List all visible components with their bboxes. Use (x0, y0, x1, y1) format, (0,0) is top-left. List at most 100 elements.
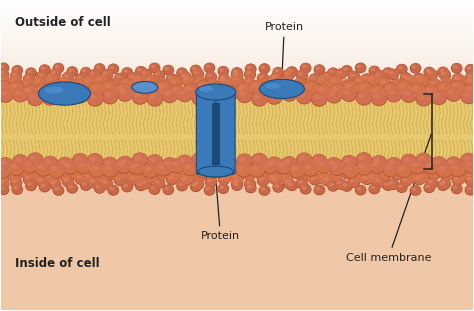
Ellipse shape (109, 187, 114, 191)
Ellipse shape (415, 153, 432, 168)
Ellipse shape (22, 159, 37, 173)
Ellipse shape (465, 64, 474, 75)
Ellipse shape (153, 178, 165, 189)
Ellipse shape (70, 167, 84, 180)
Ellipse shape (265, 86, 272, 91)
Ellipse shape (82, 75, 96, 88)
Ellipse shape (222, 159, 238, 174)
Ellipse shape (255, 168, 268, 179)
Bar (0, 37, 474, 43)
Ellipse shape (219, 73, 230, 84)
Ellipse shape (218, 170, 231, 182)
Ellipse shape (328, 181, 339, 192)
Ellipse shape (222, 85, 238, 100)
Ellipse shape (140, 178, 152, 189)
Ellipse shape (390, 167, 404, 180)
Ellipse shape (385, 86, 392, 91)
Bar (0, 60, 474, 66)
Ellipse shape (205, 72, 217, 82)
Ellipse shape (356, 81, 372, 96)
Ellipse shape (259, 185, 270, 196)
Ellipse shape (114, 175, 126, 186)
Ellipse shape (369, 85, 386, 100)
Ellipse shape (278, 88, 285, 92)
Ellipse shape (348, 177, 360, 187)
Bar (0, 19, 474, 24)
Ellipse shape (244, 179, 255, 189)
Ellipse shape (247, 185, 252, 188)
Ellipse shape (222, 157, 237, 171)
Ellipse shape (13, 88, 28, 101)
Ellipse shape (341, 87, 357, 102)
Ellipse shape (155, 161, 172, 177)
Ellipse shape (305, 77, 318, 89)
Ellipse shape (191, 65, 201, 75)
FancyBboxPatch shape (216, 90, 235, 174)
Bar (0, 47, 474, 52)
Ellipse shape (108, 185, 118, 195)
Ellipse shape (445, 87, 462, 102)
Ellipse shape (438, 67, 448, 77)
Ellipse shape (365, 74, 380, 87)
Ellipse shape (182, 84, 198, 98)
Ellipse shape (382, 180, 394, 191)
Ellipse shape (0, 178, 9, 190)
Ellipse shape (135, 180, 146, 191)
Ellipse shape (0, 84, 4, 88)
Ellipse shape (387, 179, 399, 189)
Ellipse shape (182, 161, 199, 176)
Ellipse shape (58, 169, 71, 180)
Ellipse shape (218, 73, 230, 85)
Ellipse shape (163, 185, 173, 194)
Ellipse shape (431, 156, 446, 170)
Ellipse shape (374, 70, 386, 81)
Ellipse shape (236, 88, 253, 103)
Ellipse shape (262, 83, 279, 98)
Ellipse shape (283, 159, 291, 164)
Ellipse shape (49, 80, 64, 94)
Ellipse shape (230, 74, 244, 87)
Ellipse shape (465, 76, 474, 88)
Ellipse shape (88, 82, 105, 97)
Ellipse shape (380, 80, 386, 84)
Ellipse shape (466, 187, 471, 190)
Bar (0, 135, 474, 140)
Ellipse shape (149, 63, 160, 72)
Ellipse shape (108, 63, 119, 74)
Ellipse shape (102, 80, 118, 94)
Ellipse shape (438, 166, 446, 171)
Ellipse shape (38, 73, 43, 77)
Ellipse shape (46, 172, 58, 184)
Ellipse shape (145, 84, 151, 89)
Ellipse shape (131, 74, 146, 87)
Ellipse shape (285, 180, 290, 184)
Ellipse shape (426, 177, 438, 189)
Ellipse shape (219, 68, 224, 72)
Ellipse shape (121, 182, 133, 193)
Ellipse shape (276, 160, 292, 174)
Ellipse shape (23, 74, 35, 84)
Ellipse shape (269, 174, 275, 178)
Ellipse shape (355, 63, 366, 73)
Ellipse shape (21, 167, 34, 179)
Ellipse shape (368, 66, 380, 76)
Ellipse shape (369, 184, 380, 194)
Ellipse shape (218, 66, 228, 76)
Ellipse shape (290, 81, 305, 95)
Ellipse shape (261, 65, 265, 69)
Ellipse shape (107, 78, 121, 91)
Ellipse shape (88, 153, 103, 167)
Ellipse shape (12, 87, 29, 103)
Ellipse shape (142, 71, 147, 75)
Ellipse shape (27, 70, 32, 73)
Bar (0, 70, 474, 75)
Ellipse shape (204, 63, 215, 73)
Ellipse shape (451, 183, 463, 194)
Ellipse shape (116, 84, 131, 97)
Ellipse shape (15, 91, 21, 95)
Ellipse shape (156, 79, 170, 91)
Ellipse shape (315, 187, 320, 190)
Ellipse shape (233, 69, 238, 73)
Ellipse shape (46, 74, 58, 86)
Ellipse shape (147, 92, 163, 106)
